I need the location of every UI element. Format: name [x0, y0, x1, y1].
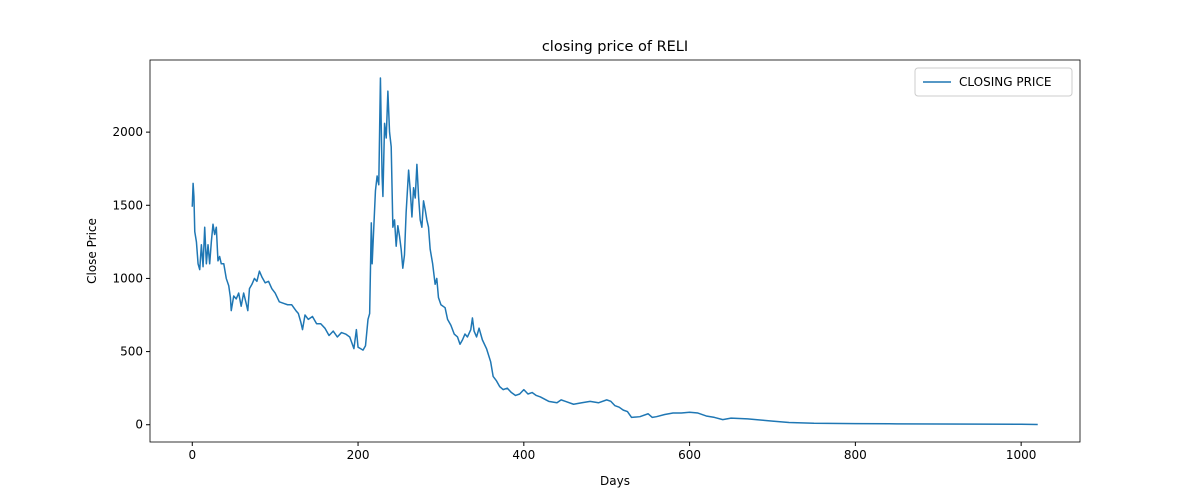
plot-frame [149, 59, 1081, 443]
x-tick-label: 600 [678, 448, 701, 462]
y-tick-label: 0 [135, 418, 143, 432]
y-tick-label: 1500 [112, 198, 143, 212]
legend-box [914, 67, 1073, 97]
x-tick-label: 0 [188, 448, 196, 462]
x-tick-label: 200 [347, 448, 370, 462]
x-tick-label: 400 [512, 448, 535, 462]
x-tick-label: 800 [844, 448, 867, 462]
x-tick-label: 1000 [1006, 448, 1037, 462]
y-tick-label: 500 [120, 345, 143, 359]
chart-title: closing price of RELI [542, 39, 688, 55]
line-series [191, 77, 1038, 426]
y-axis-label: Close Price [85, 218, 99, 284]
y-tick-label: 2000 [112, 125, 143, 139]
x-axis-label: Days [600, 474, 630, 488]
y-tick-label: 1000 [112, 271, 143, 285]
legend-label: CLOSING PRICE [959, 75, 1051, 89]
